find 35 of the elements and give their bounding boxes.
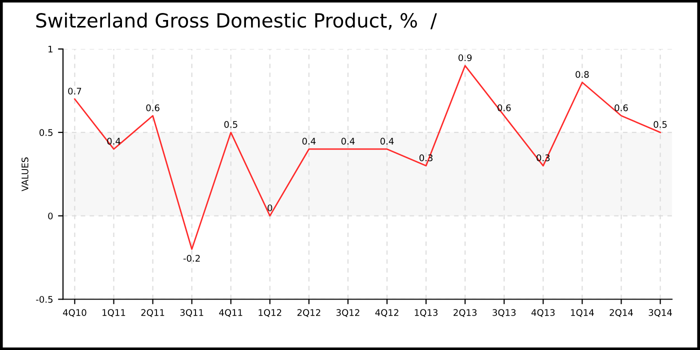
y-tick-label: 1: [48, 46, 52, 52]
x-tick-label: 2Q13: [454, 309, 477, 317]
data-label: -0.2: [183, 254, 200, 262]
data-label: 0.4: [302, 138, 316, 145]
y-axis-title: VALUES: [22, 157, 28, 192]
x-tick-label: 2Q14: [610, 309, 633, 317]
x-tick-label: 3Q14: [648, 309, 672, 317]
data-label: 0.7: [68, 88, 82, 95]
data-label: 0.6: [146, 104, 160, 112]
x-tick-label: 4Q12: [375, 309, 398, 317]
x-tick-label: 4Q10: [62, 309, 86, 317]
x-tick-label: 1Q11: [102, 309, 126, 317]
x-tick-label: 3Q11: [180, 309, 204, 317]
x-tick-label: 2Q11: [141, 309, 164, 317]
x-tick-label: 4Q13: [531, 309, 555, 317]
x-tick-label: 4Q11: [219, 309, 242, 317]
data-label: 0.4: [380, 138, 394, 145]
data-label: 0.5: [224, 121, 238, 128]
data-label: 0.4: [341, 138, 355, 145]
y-tick-label: 0.5: [40, 129, 52, 136]
x-tick-label: 1Q12: [258, 309, 282, 317]
data-label: 0: [268, 204, 272, 212]
y-tick-label: -0.5: [36, 296, 52, 303]
x-tick-label: 3Q12: [336, 309, 360, 317]
x-tick-label: 2Q12: [297, 309, 320, 317]
x-tick-label: 1Q14: [571, 309, 594, 317]
x-tick-label: 1Q13: [414, 309, 438, 317]
x-tick-label: 3Q13: [492, 309, 516, 317]
data-label: 0.5: [654, 121, 667, 128]
data-label: 0.8: [576, 71, 589, 78]
y-tick-label: 0: [48, 212, 53, 220]
data-label: 0.6: [498, 104, 511, 112]
chart-title: Switzerland Gross Domestic Product, % /: [36, 12, 437, 30]
data-label: 0.9: [458, 54, 472, 62]
data-label: 0.6: [614, 104, 628, 112]
